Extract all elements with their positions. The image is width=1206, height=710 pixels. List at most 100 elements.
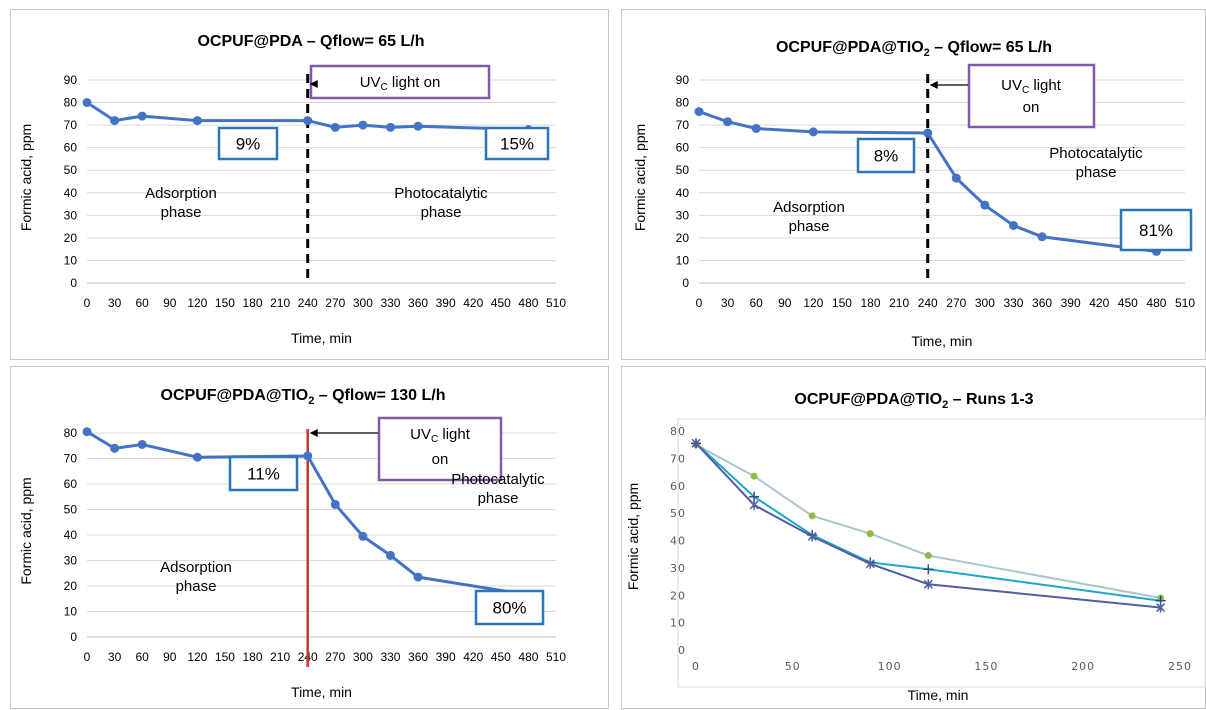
x-tick-label: 360 [408, 650, 428, 664]
series-line-1 [698, 110, 1157, 253]
x-tick-label: 480 [1146, 296, 1166, 310]
data-point [808, 127, 818, 137]
photocatalytic-phase-label: Photocatalytic [1049, 145, 1143, 162]
uv-arrow-head [309, 80, 318, 88]
uv-label-line2: on [1023, 99, 1040, 116]
removal-pct-adsorption-box [217, 126, 279, 161]
x-tick-label: 180 [861, 296, 881, 310]
y-tick-label: 10 [676, 253, 690, 267]
x-tick-label: 270 [946, 296, 966, 310]
data-point [303, 116, 313, 126]
photocatalytic-phase-label: Photocatalytic [394, 185, 488, 202]
y-tick-label: 50 [64, 163, 78, 177]
x-tick-label: 100 [878, 660, 902, 673]
x-tick-label: 180 [243, 296, 263, 310]
y-tick-label: 20 [676, 231, 690, 245]
data-point [137, 439, 147, 449]
plot-frame [677, 418, 1206, 688]
uv-arrow-head [309, 429, 318, 437]
y-tick-label: 10 [64, 253, 78, 267]
data-point [192, 452, 202, 462]
y-tick-label: 80 [64, 426, 78, 440]
x-tick-label: 90 [163, 650, 177, 664]
x-tick-label: 270 [325, 296, 345, 310]
x-tick-label: 50 [785, 660, 801, 673]
removal-pct-photocatalytic-box [474, 589, 545, 626]
removal-pct-adsorption-label: 11% [247, 465, 280, 484]
removal-pct-photocatalytic-box [484, 126, 550, 161]
y-tick-label: 50 [676, 163, 690, 177]
data-point [330, 499, 340, 509]
y-tick-label: 0 [678, 644, 686, 657]
y-axis-label: Formic acid, ppm [18, 477, 34, 584]
data-point [137, 111, 147, 121]
chart-title: OCPUF@PDA – Qflow= 65 L/h [197, 33, 424, 50]
x-tick-label: 240 [298, 296, 318, 310]
removal-pct-photocatalytic-label: 81% [1139, 221, 1173, 240]
x-tick-label: 330 [380, 296, 400, 310]
x-tick-label: 390 [436, 650, 456, 664]
chart-1-svg: 0 10 20 30 40 50 60 70 80 90 0 30 60 90 120 150 180 210 24… [18, 33, 566, 346]
removal-pct-adsorption-label: 9% [236, 135, 261, 154]
y-tick-label: 0 [70, 276, 77, 290]
x-tick-label: 270 [325, 650, 345, 664]
removal-pct-adsorption-box [228, 455, 299, 492]
x-tick-label: 300 [353, 650, 373, 664]
data-point-star [1156, 602, 1166, 613]
data-point-star [749, 499, 759, 510]
data-point-circle [924, 552, 932, 560]
uv-label-box [377, 416, 503, 482]
data-point [694, 107, 704, 117]
y-tick-label: 60 [64, 141, 78, 155]
removal-pct-photocatalytic-label: 15% [500, 135, 534, 154]
data-point-star [923, 579, 933, 590]
x-tick-label: 210 [270, 296, 290, 310]
data-point [110, 443, 120, 453]
x-tick-label: 0 [84, 650, 91, 664]
chart-title: OCPUF@PDA@TIO2 – Qflow= 65 L/h [776, 39, 1052, 59]
x-tick-label: 330 [1003, 296, 1023, 310]
x-tick-label: 250 [1168, 660, 1192, 673]
y-tick-label: 70 [64, 118, 78, 132]
y-tick-label: 60 [676, 141, 690, 155]
x-tick-label: 120 [187, 296, 207, 310]
removal-pct-photocatalytic-box [1119, 208, 1193, 252]
chart-panel-4: 0 10 20 30 40 50 60 70 80 0 50 100 150 200 250 OCPUF@PD… [621, 366, 1206, 709]
uv-label-box [967, 63, 1096, 129]
photocatalytic-phase-label-line2: phase [478, 490, 519, 507]
series-line-2 [695, 442, 1161, 602]
x-tick-label: 510 [546, 296, 566, 310]
chart-title: OCPUF@PDA@TIO2 – Runs 1-3 [794, 391, 1033, 411]
y-tick-label: 80 [64, 96, 78, 110]
data-point [751, 123, 761, 133]
x-tick-label: 90 [163, 296, 177, 310]
uv-label-line2: on [432, 451, 449, 468]
adsorption-phase-label: Adsorption [145, 185, 217, 202]
data-point [413, 572, 423, 582]
x-tick-label: 420 [463, 650, 483, 664]
x-tick-label: 120 [803, 296, 823, 310]
chart-2-svg: 0 10 20 30 40 50 60 70 80 90 0 30 60 90 120 150 180 210 24… [632, 39, 1195, 349]
y-tick-label: 0 [682, 276, 689, 290]
x-tick-label: 0 [696, 296, 703, 310]
chart-panel-3: 0102030405060708003060901201501802102402… [10, 366, 609, 709]
data-point [358, 531, 368, 541]
x-tick-label: 510 [546, 650, 566, 664]
data-point [330, 122, 340, 132]
x-tick-label: 180 [243, 650, 263, 664]
x-tick-label: 510 [1175, 296, 1195, 310]
x-tick-label: 210 [270, 650, 290, 664]
y-tick-label: 60 [64, 477, 78, 491]
y-tick-label: 70 [64, 452, 78, 466]
x-tick-label: 60 [749, 296, 763, 310]
chart-3-svg: 0102030405060708003060901201501802102402… [18, 387, 566, 700]
y-tick-label: 80 [670, 425, 686, 438]
data-point-circle [866, 530, 874, 538]
data-point [723, 117, 733, 127]
photocatalytic-phase-label: Photocatalytic [451, 471, 545, 488]
series-line-1 [695, 443, 1161, 599]
x-tick-label: 390 [436, 296, 456, 310]
y-tick-label: 90 [676, 73, 690, 87]
data-point [951, 173, 961, 183]
removal-pct-photocatalytic-label: 80% [492, 599, 526, 618]
